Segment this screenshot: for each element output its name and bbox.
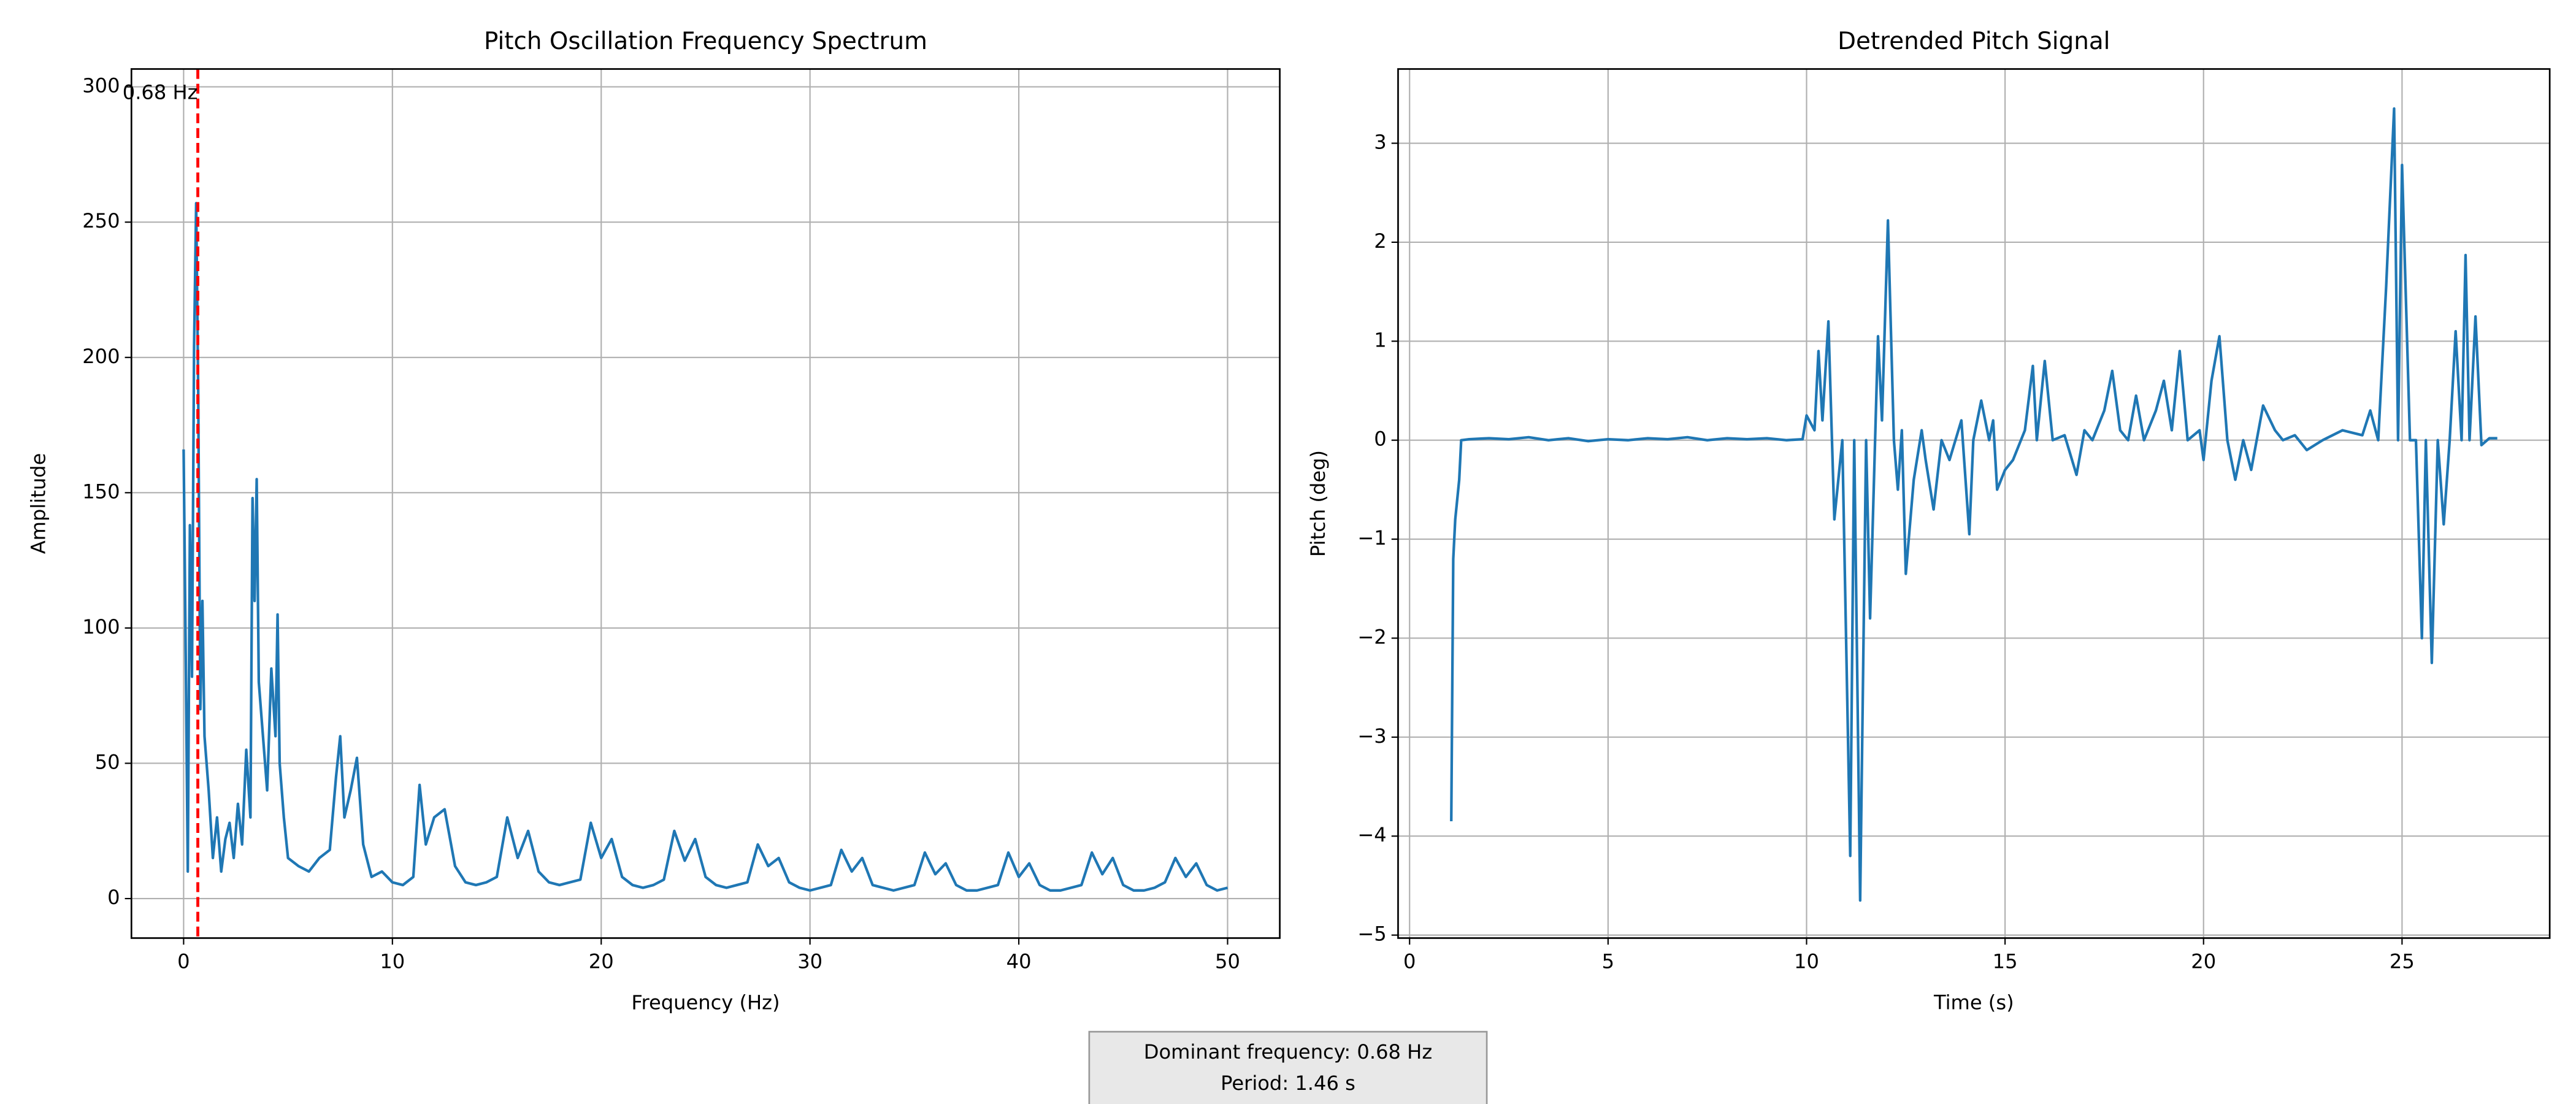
y-tick-label: 300: [82, 74, 120, 98]
x-tick-label: 20: [589, 950, 614, 973]
x-tick-label: 40: [1006, 950, 1032, 973]
data-line: [1450, 107, 2497, 902]
annotation-box: [1088, 1030, 1488, 1104]
y-tick-label: 200: [82, 345, 120, 368]
y-tick-label: 1: [1374, 328, 1386, 351]
chart-title: Pitch Oscillation Frequency Spectrum: [484, 28, 927, 55]
y-tick-label: 250: [82, 209, 120, 232]
dominant-frequency-label: 0.68 Hz: [123, 81, 198, 104]
x-axis-label: Frequency (Hz): [631, 991, 780, 1014]
x-tick-label: 50: [1215, 950, 1240, 973]
y-axis-label: Amplitude: [26, 453, 50, 554]
y-tick-label: 150: [82, 480, 120, 503]
data-line: [182, 202, 1229, 892]
y-axis-label: Pitch (deg): [1306, 450, 1330, 557]
y-tick-label: 3: [1374, 131, 1386, 154]
y-tick-label: 0: [1374, 427, 1386, 451]
y-tick-label: 50: [95, 750, 120, 773]
x-tick-label: 25: [2390, 950, 2415, 973]
y-tick-label: −4: [1357, 823, 1386, 846]
x-tick-label: 10: [380, 950, 405, 973]
x-tick-label: 15: [1993, 950, 2018, 973]
chart-title: Detrended Pitch Signal: [1838, 28, 2110, 55]
x-tick-label: 30: [797, 950, 822, 973]
y-tick-label: 2: [1374, 229, 1386, 253]
x-tick-label: 5: [1602, 950, 1614, 973]
x-tick-label: 20: [2191, 950, 2216, 973]
x-tick-label: 10: [1794, 950, 1819, 973]
annotation-line: Dominant frequency: 0.68 Hz: [1144, 1040, 1432, 1064]
x-tick-label: 0: [1403, 950, 1416, 973]
y-tick-label: −5: [1357, 922, 1386, 946]
x-axis-label: Time (s): [1933, 991, 2014, 1014]
axes-frame: [130, 68, 1281, 939]
y-tick-label: −3: [1357, 724, 1386, 748]
axes-frame: [1397, 68, 2551, 939]
annotation-line: Period: 1.46 s: [1221, 1071, 1355, 1095]
y-tick-label: 0: [107, 886, 120, 909]
y-tick-label: 100: [82, 615, 120, 638]
y-tick-label: −2: [1357, 625, 1386, 648]
x-tick-label: 0: [177, 950, 190, 973]
y-tick-label: −1: [1357, 526, 1386, 550]
